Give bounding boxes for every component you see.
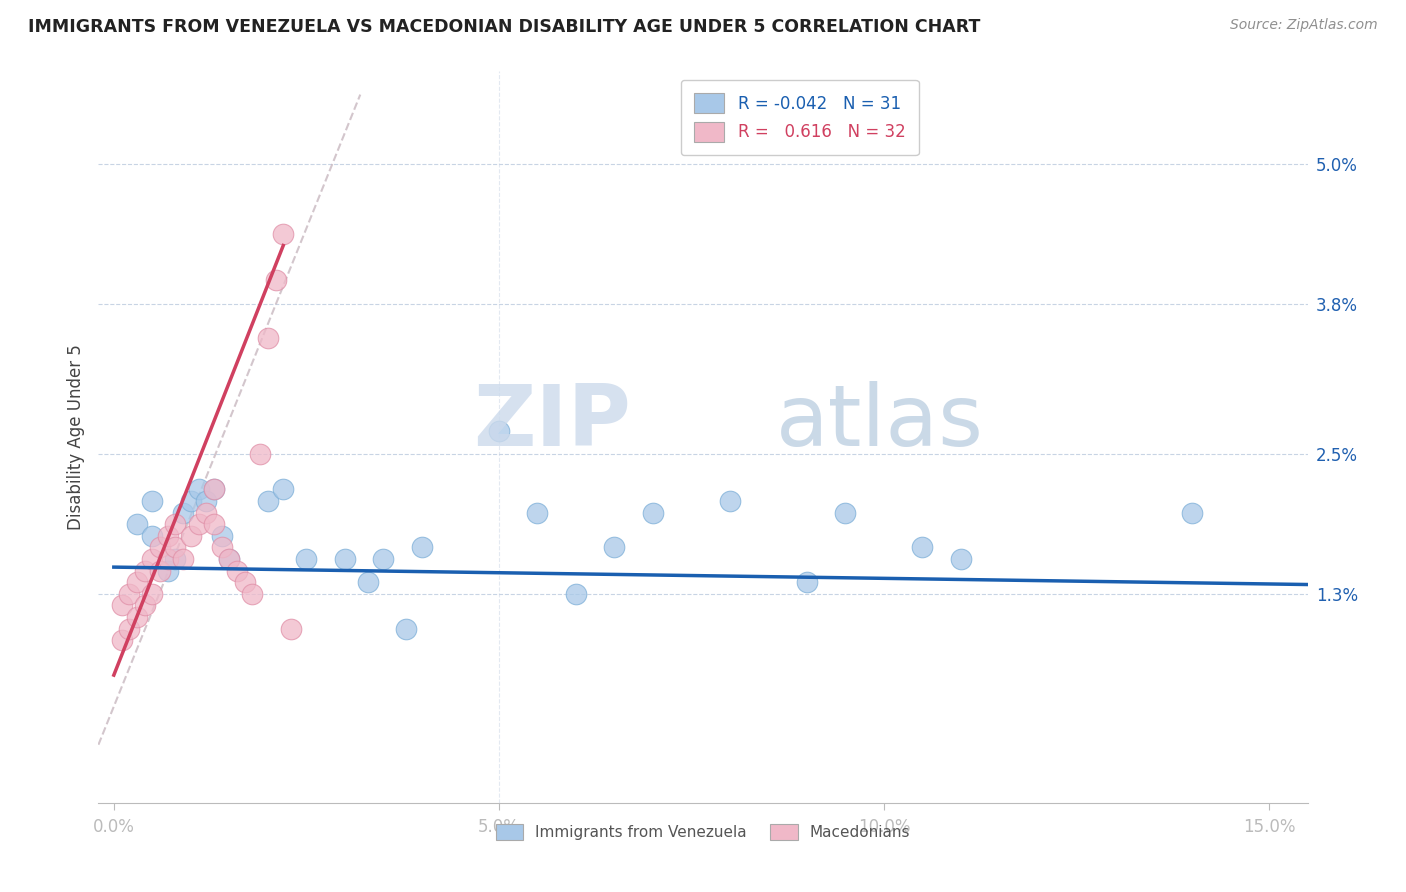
Point (264, 273, 287, 287)
Point (134, 564, 156, 578)
Point (834, 506, 856, 520)
Point (333, 552, 356, 566)
Point (565, 587, 588, 601)
Y-axis label: Disability Age Under 5: Disability Age Under 5 (66, 344, 84, 530)
Point (156, 564, 179, 578)
Point (134, 599, 156, 613)
Point (226, 564, 249, 578)
Point (125, 610, 148, 624)
Point (233, 575, 256, 590)
Point (165, 541, 187, 555)
Point (249, 448, 271, 462)
Point (180, 529, 202, 543)
Point (156, 552, 179, 566)
Point (172, 552, 194, 566)
Point (187, 517, 209, 532)
Legend: Immigrants from Venezuela, Macedonians: Immigrants from Venezuela, Macedonians (489, 818, 917, 847)
Point (242, 587, 264, 601)
Point (141, 587, 163, 601)
Point (202, 483, 225, 497)
Point (165, 552, 187, 566)
Point (202, 483, 225, 497)
Point (172, 506, 194, 520)
Point (718, 494, 741, 508)
Point (1181, 506, 1204, 520)
Point (373, 552, 395, 566)
Point (118, 587, 141, 601)
Point (156, 529, 179, 543)
Point (165, 517, 187, 532)
Point (911, 541, 934, 555)
Point (641, 506, 664, 520)
Point (796, 575, 818, 590)
Point (125, 575, 148, 590)
Point (603, 541, 626, 555)
Point (950, 552, 973, 566)
Point (141, 494, 163, 508)
Point (187, 483, 209, 497)
Point (357, 575, 380, 590)
Point (395, 622, 418, 636)
Point (118, 622, 141, 636)
Point (195, 494, 218, 508)
Point (149, 541, 172, 555)
Text: IMMIGRANTS FROM VENEZUELA VS MACEDONIAN DISABILITY AGE UNDER 5 CORRELATION CHART: IMMIGRANTS FROM VENEZUELA VS MACEDONIAN … (28, 18, 980, 36)
Point (271, 227, 294, 241)
Text: ZIP: ZIP (472, 381, 630, 464)
Point (257, 494, 280, 508)
Point (218, 552, 240, 566)
Point (526, 506, 548, 520)
Point (295, 552, 318, 566)
Point (110, 599, 132, 613)
Point (280, 622, 302, 636)
Point (271, 483, 294, 497)
Point (195, 506, 218, 520)
Point (411, 541, 433, 555)
Text: atlas: atlas (776, 381, 984, 464)
Point (180, 494, 202, 508)
Point (141, 552, 163, 566)
Point (488, 424, 510, 438)
Point (141, 529, 163, 543)
Point (211, 529, 233, 543)
Point (218, 552, 240, 566)
Point (211, 541, 233, 555)
Text: Source: ZipAtlas.com: Source: ZipAtlas.com (1230, 18, 1378, 32)
Point (125, 517, 148, 532)
Point (202, 517, 225, 532)
Point (257, 331, 280, 345)
Point (149, 564, 172, 578)
Point (110, 633, 132, 648)
